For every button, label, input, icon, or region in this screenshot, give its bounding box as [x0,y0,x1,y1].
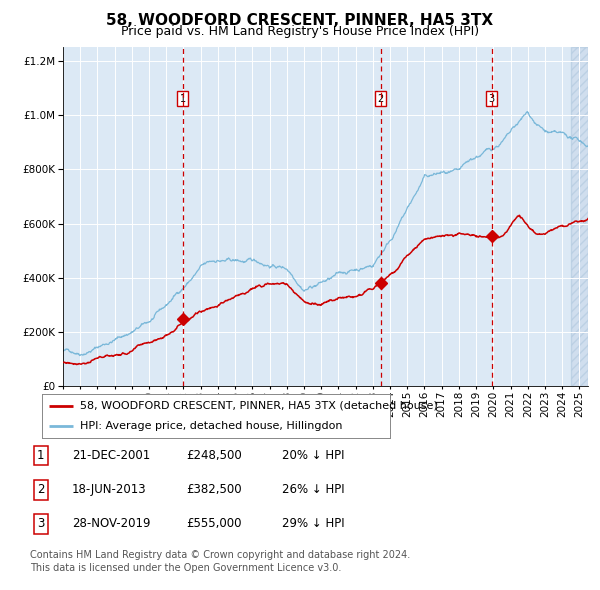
Text: £382,500: £382,500 [186,483,242,496]
Text: 1: 1 [180,94,186,104]
Text: 26% ↓ HPI: 26% ↓ HPI [282,483,344,496]
Text: 3: 3 [37,517,44,530]
Text: 1: 1 [37,449,44,462]
Text: 29% ↓ HPI: 29% ↓ HPI [282,517,344,530]
Text: 58, WOODFORD CRESCENT, PINNER, HA5 3TX: 58, WOODFORD CRESCENT, PINNER, HA5 3TX [106,13,494,28]
Text: 2: 2 [377,94,384,104]
Text: 2: 2 [37,483,44,496]
Bar [571,47,588,386]
Text: This data is licensed under the Open Government Licence v3.0.: This data is licensed under the Open Gov… [30,563,341,573]
Text: 18-JUN-2013: 18-JUN-2013 [72,483,146,496]
Text: 58, WOODFORD CRESCENT, PINNER, HA5 3TX (detached house): 58, WOODFORD CRESCENT, PINNER, HA5 3TX (… [80,401,438,411]
Text: 28-NOV-2019: 28-NOV-2019 [72,517,151,530]
Text: 21-DEC-2001: 21-DEC-2001 [72,449,150,462]
Text: £555,000: £555,000 [186,517,241,530]
Text: Contains HM Land Registry data © Crown copyright and database right 2024.: Contains HM Land Registry data © Crown c… [30,550,410,560]
Text: £248,500: £248,500 [186,449,242,462]
Text: 3: 3 [489,94,495,104]
Text: 20% ↓ HPI: 20% ↓ HPI [282,449,344,462]
Text: Price paid vs. HM Land Registry's House Price Index (HPI): Price paid vs. HM Land Registry's House … [121,25,479,38]
Text: HPI: Average price, detached house, Hillingdon: HPI: Average price, detached house, Hill… [80,421,343,431]
